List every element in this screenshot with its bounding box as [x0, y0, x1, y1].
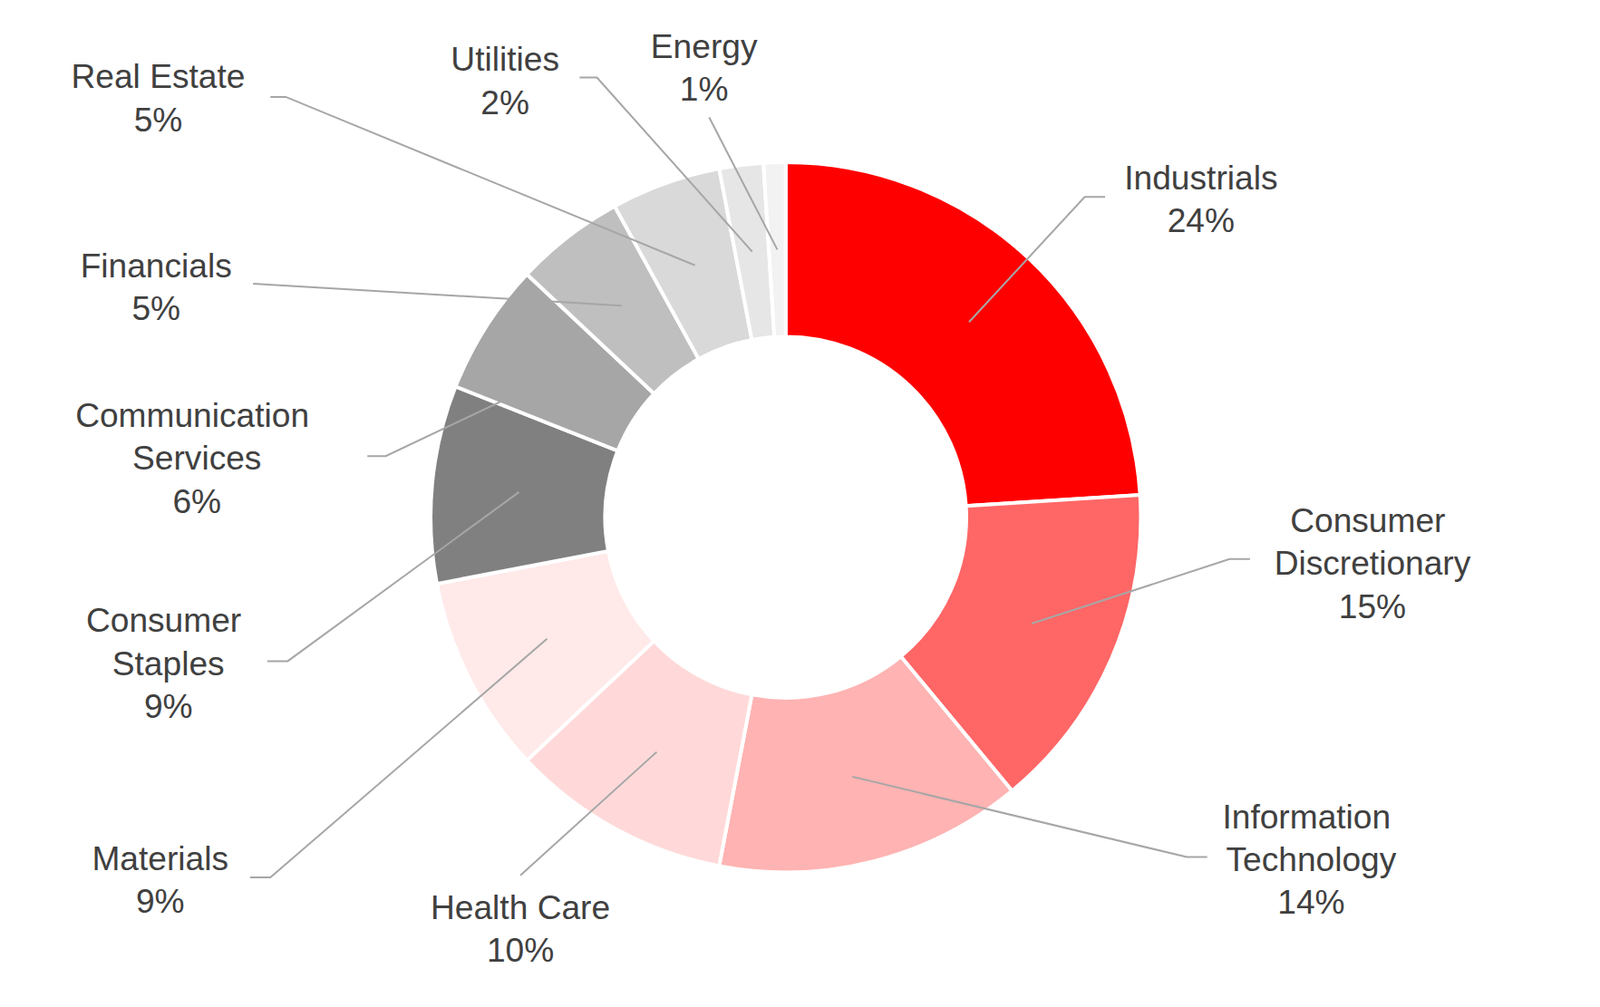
value-label: 2%	[480, 83, 530, 122]
category-label: Consumer Discretionary	[1274, 501, 1472, 582]
chart: Industrials 24% Consumer Discretionary 15% I…	[0, 0, 1600, 1007]
category-label-line: Health Care	[430, 888, 611, 927]
category-label-line: Materials	[91, 839, 229, 878]
value-label: 1%	[679, 69, 729, 108]
slice	[785, 162, 1141, 506]
value-label: 9%	[144, 687, 194, 726]
category-label-line: Discretionary	[1274, 543, 1472, 582]
category-label: Health Care	[430, 888, 611, 927]
category-label: Communication Services	[75, 396, 319, 477]
value-label: 15%	[1338, 587, 1407, 626]
category-label-line: Utilities	[450, 39, 560, 78]
value-label: 5%	[134, 100, 184, 139]
category-label-line: Consumer	[86, 601, 252, 640]
category-label-line: Services	[132, 438, 262, 477]
value-label: 10%	[486, 930, 554, 970]
leader-line	[1031, 559, 1251, 624]
value-label: 6%	[172, 482, 222, 521]
slices	[430, 162, 1141, 873]
slice	[436, 551, 655, 761]
value-label: 14%	[1277, 882, 1345, 922]
leader-line	[708, 116, 777, 250]
category-label: Information Technology	[1221, 797, 1400, 879]
category-label: Industrials	[1124, 158, 1278, 197]
category-label-line: Financials	[80, 246, 233, 285]
value-label: 9%	[135, 882, 185, 921]
leader-line	[520, 752, 657, 876]
slice	[718, 656, 1012, 873]
category-label-line: Information	[1221, 797, 1400, 836]
category-label-line: Consumer	[1289, 501, 1455, 540]
category-label: Utilities	[450, 39, 560, 78]
leader-line	[270, 96, 695, 266]
category-label-line: Technology	[1226, 840, 1397, 879]
leader-line	[852, 776, 1207, 858]
leader-line	[252, 283, 621, 306]
category-label-line: Staples	[112, 644, 225, 683]
value-label: 24%	[1167, 201, 1235, 240]
leader-line	[969, 196, 1106, 322]
category-label-line: Energy	[650, 27, 758, 66]
value-label: 5%	[131, 289, 181, 328]
category-label: Consumer Staples	[86, 601, 252, 682]
category-label: Financials	[80, 246, 233, 285]
leader-line	[267, 492, 520, 662]
category-label-line: Communication	[75, 396, 319, 435]
labels: Industrials 24% Consumer Discretionary 15% I…	[71, 27, 1472, 970]
category-label: Real Estate	[71, 57, 246, 96]
category-label: Materials	[91, 839, 229, 878]
category-label-line: Real Estate	[71, 57, 246, 96]
category-label-line: Industrials	[1124, 158, 1278, 197]
leader-line	[250, 639, 548, 878]
category-label: Energy	[650, 27, 758, 66]
leader-line	[367, 373, 560, 456]
slice	[763, 162, 786, 338]
